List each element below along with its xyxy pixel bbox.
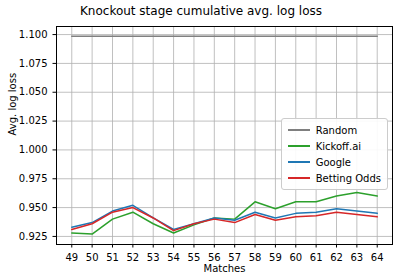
html-text:Kickoff.ai: Kickoff.ai: [315, 140, 362, 152]
svg-text:58: 58: [249, 252, 262, 263]
svg-text:62: 62: [330, 252, 343, 263]
svg-text:64: 64: [371, 252, 384, 263]
svg-text:1.000: 1.000: [19, 144, 48, 155]
svg-text:1.050: 1.050: [19, 86, 48, 97]
svg-text:55: 55: [188, 252, 201, 263]
svg-text:52: 52: [126, 252, 139, 263]
svg-text:50: 50: [86, 252, 99, 263]
svg-text:57: 57: [228, 252, 241, 263]
svg-text:1.075: 1.075: [19, 58, 48, 69]
html-text:Random: Random: [315, 124, 358, 136]
html-text:Knockout stage cumulative avg.: Knockout stage cumulative avg. log loss: [80, 4, 322, 18]
svg-text:54: 54: [167, 252, 180, 263]
svg-text:61: 61: [310, 252, 323, 263]
svg-text:51: 51: [106, 252, 119, 263]
svg-text:63: 63: [350, 252, 363, 263]
svg-text:60: 60: [289, 252, 302, 263]
svg-text:0.925: 0.925: [19, 231, 48, 242]
svg-text:1.100: 1.100: [19, 29, 48, 40]
svg-text:Matches: Matches: [204, 263, 246, 274]
svg-text:53: 53: [147, 252, 160, 263]
svg-text:59: 59: [269, 252, 282, 263]
html-text:Google: Google: [315, 156, 351, 168]
html-text:Betting Odds: Betting Odds: [315, 172, 381, 184]
svg-text:0.975: 0.975: [19, 173, 48, 184]
svg-text:56: 56: [208, 252, 221, 263]
svg-text:Avg. log loss: Avg. log loss: [7, 73, 18, 136]
svg-text:49: 49: [65, 252, 78, 263]
svg-text:1.025: 1.025: [19, 115, 48, 126]
svg-text:0.950: 0.950: [19, 202, 48, 213]
